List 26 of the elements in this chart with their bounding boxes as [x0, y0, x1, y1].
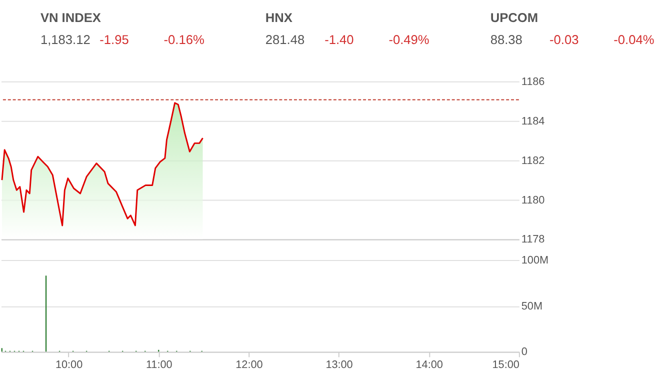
y-tick-label: 1180 [521, 194, 545, 206]
text: 88.38 [490, 32, 522, 47]
text: 1,183.12 [40, 32, 90, 47]
y-tick-label: 1178 [521, 234, 545, 246]
text: VN INDEX [40, 10, 102, 26]
x-tick-label: 14:00 [416, 359, 443, 372]
y-tick-label: 1184 [521, 115, 545, 128]
text: UPCOM [490, 10, 538, 26]
text: -0.16% [164, 32, 204, 47]
y-tick-label: 0 [521, 346, 528, 358]
x-tick-label: 15:00 [492, 359, 520, 372]
text: HNX [265, 10, 293, 26]
text: 281.48 [265, 32, 305, 47]
y-tick-label: 1182 [521, 154, 545, 167]
x-tick-label: 11:00 [146, 359, 172, 372]
text: -1.95 [100, 32, 129, 47]
text: -0.04% [614, 32, 654, 47]
y-tick-label: 100M [521, 254, 549, 266]
y-tick-label: 50M [521, 300, 542, 312]
y-tick-label: 1186 [521, 76, 545, 88]
text: -0.03 [550, 32, 579, 47]
x-tick-label: 13:00 [326, 359, 353, 372]
x-tick-label: 12:00 [236, 359, 263, 372]
text: -1.40 [324, 32, 354, 47]
x-tick-label: 10:00 [55, 359, 83, 372]
text: -0.49% [388, 32, 430, 47]
